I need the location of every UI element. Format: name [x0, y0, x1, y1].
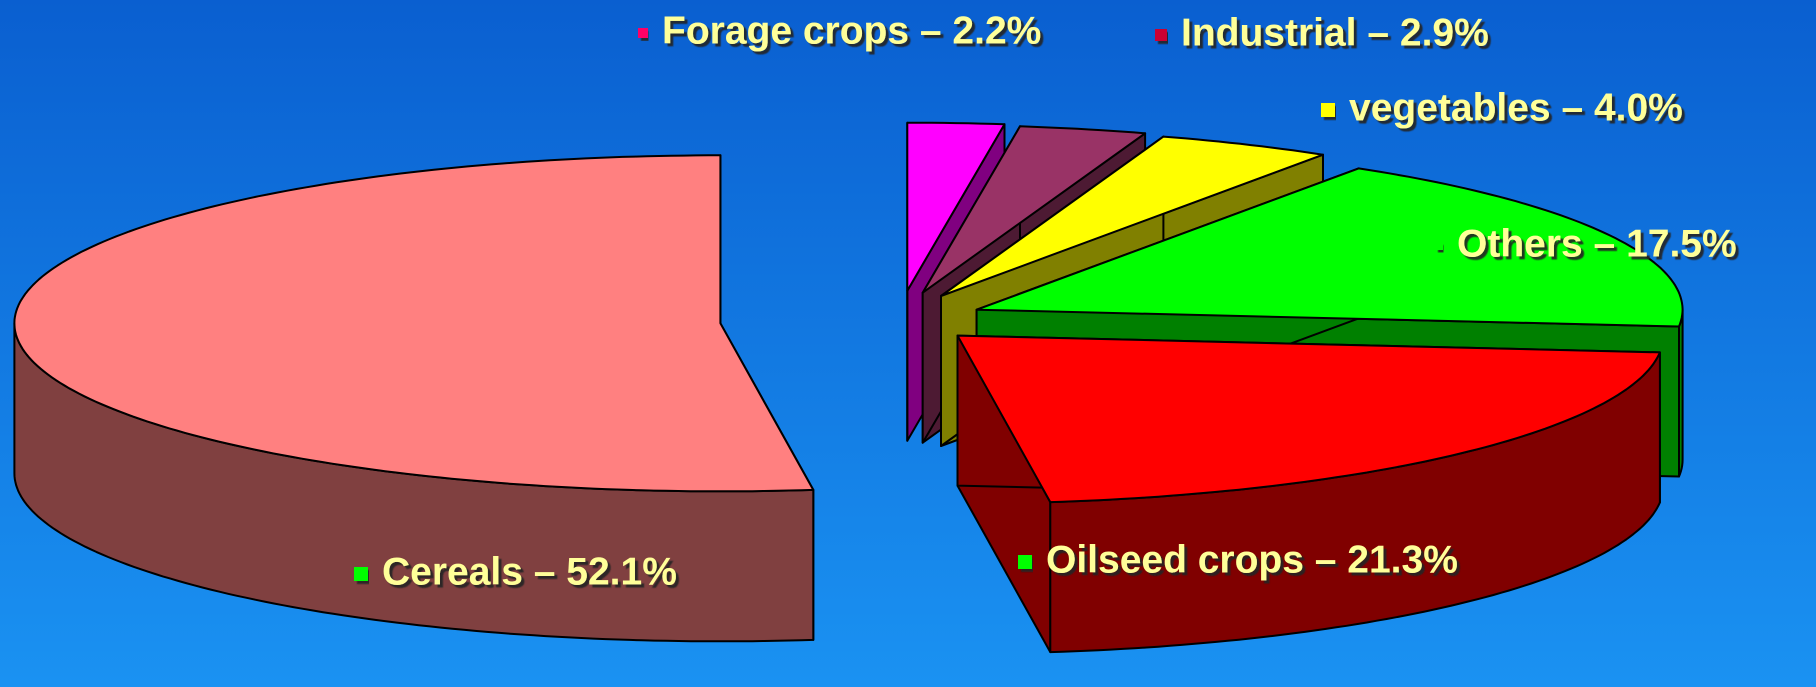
pie — [13, 121, 1684, 654]
slice-top — [906, 121, 1006, 292]
slice-top — [921, 125, 1147, 294]
slice-label: Oilseed crops – 21.3% — [1046, 538, 1458, 581]
slice-top — [13, 154, 815, 493]
slice-label: Cereals – 52.1% — [382, 550, 677, 593]
slice-side — [1678, 308, 1684, 478]
slice-label: Forage crops – 2.2% — [662, 9, 1041, 52]
slice-top — [940, 135, 1324, 297]
legend: Cereals – 52.1% Oilseed crops – 21.3% Othe… — [354, 9, 1737, 593]
legend-marker — [1321, 103, 1335, 117]
legend-marker — [354, 567, 368, 581]
slice-label: Industrial – 2.9% — [1181, 11, 1489, 54]
slice-label: vegetables – 4.0% — [1349, 86, 1683, 129]
slice-label: Others – 17.5% — [1457, 222, 1737, 265]
legend-marker — [1155, 29, 1167, 41]
legend-marker — [1435, 242, 1443, 250]
slice-top — [956, 334, 1661, 504]
legend-marker — [1018, 555, 1032, 569]
legend-marker — [638, 28, 648, 38]
slice-top — [975, 167, 1684, 328]
